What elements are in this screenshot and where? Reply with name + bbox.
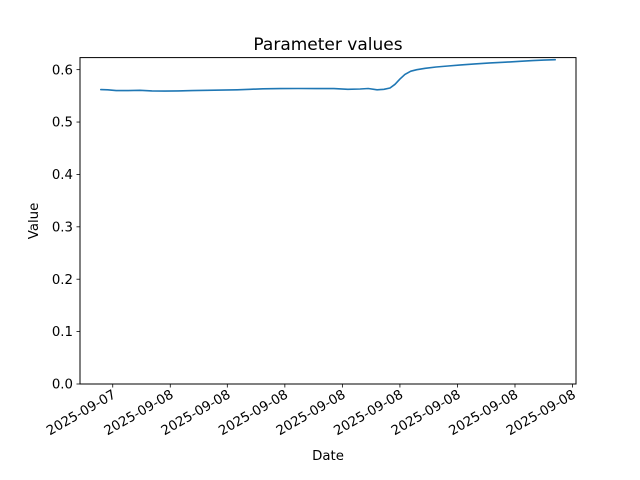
y-axis-label: Value: [27, 203, 42, 240]
y-tick-label: 0.6: [52, 63, 73, 78]
y-axis-ticks: 0.0 0.1 0.2 0.3 0.4 0.5 0.6: [52, 63, 80, 393]
y-tick-label: 0.3: [52, 220, 73, 235]
x-axis-label: Date: [312, 449, 344, 464]
y-tick-label: 0.5: [52, 116, 73, 131]
axes-border: [79, 57, 577, 385]
y-tick-label: 0.2: [52, 273, 73, 288]
y-tick-label: 0.0: [52, 378, 73, 393]
axes-background: [80, 57, 576, 384]
chart-title: Parameter values: [253, 35, 402, 55]
y-tick-label: 0.1: [52, 325, 73, 340]
y-tick-label: 0.4: [52, 168, 73, 183]
series-line: [100, 58, 556, 92]
